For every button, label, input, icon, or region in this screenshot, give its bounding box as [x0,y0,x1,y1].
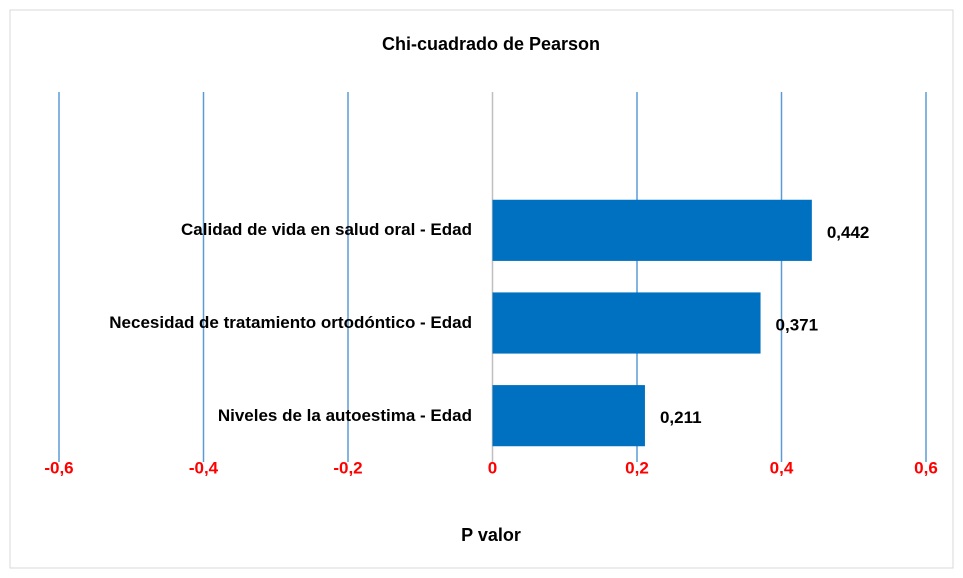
x-tick-label: -0,2 [333,458,362,477]
data-label: 0,442 [827,223,870,242]
category-text: Calidad de vida en salud oral - Edad [181,220,472,240]
x-tick-label: -0,6 [44,458,73,477]
data-label: 0,211 [660,408,702,427]
data-label: 0,371 [776,315,819,334]
category-text: Niveles de la autoestima - Edad [217,405,472,425]
bar [492,385,645,447]
y-tick-label: Niveles de la autoestima - Edad [60,369,472,462]
x-tick-label: 0,2 [625,458,649,477]
bar [492,292,761,354]
x-tick-label: -0,4 [189,458,219,477]
bar [492,199,812,261]
x-axis-title: P valor [461,525,521,545]
category-text: Necesidad de tratamiento ortodóntico - E… [109,312,472,332]
chart-border [9,9,954,569]
y-tick-label: Necesidad de tratamiento ortodóntico - E… [60,277,472,370]
y-tick-label: Calidad de vida en salud oral - Edad [60,184,472,277]
x-tick-label: 0 [488,458,497,477]
x-tick-label: 0,4 [770,458,794,477]
chart-title: Chi-cuadrado de Pearson [382,34,600,54]
x-tick-label: 0,6 [914,458,938,477]
